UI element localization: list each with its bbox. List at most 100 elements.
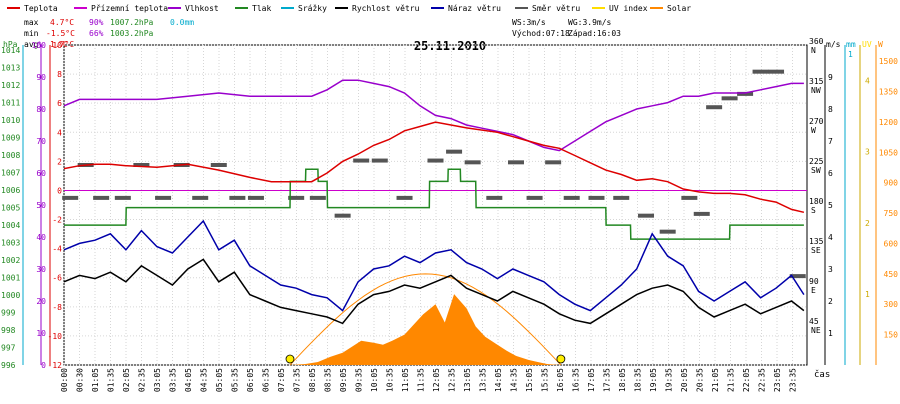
uv-tick: 2 bbox=[865, 219, 870, 228]
legend-label-2: Vlhkost bbox=[185, 4, 219, 13]
x-tick-label: 05:35 bbox=[231, 368, 240, 392]
temperature-line bbox=[63, 121, 805, 214]
pressure-tick: 1012 bbox=[1, 81, 20, 90]
x-tick-label: 13:35 bbox=[479, 368, 488, 392]
temperature-tick: -12 bbox=[48, 361, 63, 370]
solar-tick: 750 bbox=[884, 209, 899, 218]
wind-direction-mark bbox=[706, 105, 723, 110]
time-axis-label: čas bbox=[814, 369, 830, 380]
direction-deg-tick: 225 bbox=[809, 157, 824, 166]
wind-tick: 5 bbox=[828, 201, 833, 210]
wind-direction-mark bbox=[247, 195, 264, 200]
wind-direction-mark bbox=[210, 163, 227, 167]
wind-tick: 9 bbox=[828, 73, 833, 82]
wind-direction-mark bbox=[659, 229, 676, 234]
rain-unit: mm bbox=[846, 40, 856, 49]
x-tick-label: 07:05 bbox=[277, 368, 286, 392]
x-tick-label: 21:35 bbox=[727, 368, 736, 392]
x-tick-label: 18:05 bbox=[618, 368, 627, 392]
wind-direction-mark bbox=[427, 158, 444, 163]
wind-tick: 4 bbox=[828, 233, 833, 242]
stat-avg-label: avg bbox=[24, 40, 39, 49]
x-tick-label: 19:05 bbox=[649, 368, 658, 392]
x-tick-label: 01:05 bbox=[91, 368, 100, 392]
wind-direction-mark bbox=[464, 160, 481, 165]
wind-tick: 2 bbox=[828, 297, 833, 306]
solar-tick: 600 bbox=[884, 239, 899, 248]
x-tick-label: 08:35 bbox=[324, 368, 333, 392]
temperature-tick: 2 bbox=[57, 157, 62, 166]
wind-gust-line bbox=[63, 219, 805, 312]
stat-max-rain: 0.0mm bbox=[170, 18, 194, 27]
x-tick-label: 22:35 bbox=[758, 368, 767, 392]
humidity-tick: 0 bbox=[41, 361, 46, 370]
wind-direction-mark bbox=[721, 96, 738, 101]
uv-unit: UV bbox=[862, 40, 872, 49]
x-tick-label: 14:35 bbox=[510, 368, 519, 392]
wind-direction-mark bbox=[353, 158, 370, 163]
wind-direction-mark bbox=[62, 195, 79, 200]
grid bbox=[63, 44, 807, 366]
sunrise-info: Východ:07:18 bbox=[512, 29, 570, 38]
uv-tick: 1 bbox=[865, 290, 870, 299]
wind-direction-mark bbox=[545, 160, 562, 165]
x-tick-label: 23:05 bbox=[773, 368, 782, 392]
direction-name-tick: SW bbox=[811, 166, 821, 175]
legend-label-4: Srážky bbox=[298, 4, 327, 13]
x-tick-label: 04:05 bbox=[184, 368, 193, 392]
wind-direction-mark bbox=[737, 91, 754, 96]
x-tick-label: 03:35 bbox=[169, 368, 178, 392]
wind-tick: 3 bbox=[828, 265, 833, 274]
x-tick-label: 09:35 bbox=[355, 368, 364, 392]
legend-label-5: Rychlost větru bbox=[352, 4, 420, 13]
legend: Teplota Přízemní teplota Vlhkost Tlak Srážky… bbox=[7, 4, 691, 13]
pressure-tick: 1002 bbox=[1, 256, 20, 265]
x-tick-label: 11:35 bbox=[417, 368, 426, 392]
wind-direction-mark bbox=[334, 213, 351, 218]
wind-direction-mark bbox=[155, 195, 172, 200]
x-tick-label: 11:05 bbox=[401, 368, 410, 392]
x-tick-label: 13:05 bbox=[463, 368, 472, 392]
x-tick-label: 15:05 bbox=[525, 368, 534, 392]
solar-unit: W bbox=[878, 40, 883, 49]
temperature-tick: 6 bbox=[57, 99, 62, 108]
direction-deg-tick: 45 bbox=[809, 317, 819, 326]
legend-label-6: Náraz větru bbox=[448, 4, 501, 13]
direction-name-tick: S bbox=[811, 206, 816, 215]
wind-direction-mark bbox=[681, 195, 698, 200]
direction-deg-tick: 360 bbox=[809, 37, 824, 46]
solar-tick: 1200 bbox=[879, 118, 898, 127]
humidity-tick: 100 bbox=[32, 41, 47, 50]
direction-name-tick: NW bbox=[811, 86, 821, 95]
x-tick-label: 06:05 bbox=[246, 368, 255, 392]
solar-tick: 450 bbox=[884, 270, 899, 279]
x-tick-label: 22:05 bbox=[742, 368, 751, 392]
pressure-tick: 998 bbox=[1, 326, 16, 335]
legend-label-0: Teplota bbox=[24, 4, 58, 13]
wind-direction-mark bbox=[526, 195, 543, 200]
pressure-line bbox=[64, 168, 804, 240]
legend-label-8: UV index bbox=[609, 4, 648, 13]
x-tick-label: 08:05 bbox=[308, 368, 317, 392]
pressure-tick: 1011 bbox=[1, 99, 20, 108]
wind-direction-mark bbox=[588, 195, 605, 200]
wind-direction-mark bbox=[446, 149, 463, 154]
temperature-tick: -4 bbox=[52, 245, 62, 254]
pressure-tick: 1007 bbox=[1, 169, 20, 178]
pressure-tick: 1003 bbox=[1, 239, 20, 248]
pressure-tick: 1009 bbox=[1, 134, 20, 143]
pressure-tick: 1014 bbox=[1, 46, 20, 55]
temperature-tick: 0 bbox=[57, 186, 62, 195]
legend-label-7: Směr větru bbox=[532, 4, 580, 13]
pressure-tick: 1010 bbox=[1, 116, 20, 125]
legend-label-3: Tlak bbox=[252, 4, 271, 13]
series-layer bbox=[62, 69, 807, 366]
temperature-tick: -8 bbox=[52, 303, 62, 312]
wind-unit: m/s bbox=[826, 40, 841, 49]
left-axes: hPa% °C1014101310121011101010091008100710… bbox=[1, 40, 68, 370]
wind-direction-mark bbox=[752, 69, 769, 74]
x-tick-label: 17:05 bbox=[587, 368, 596, 392]
pressure-tick: 1013 bbox=[1, 64, 20, 73]
